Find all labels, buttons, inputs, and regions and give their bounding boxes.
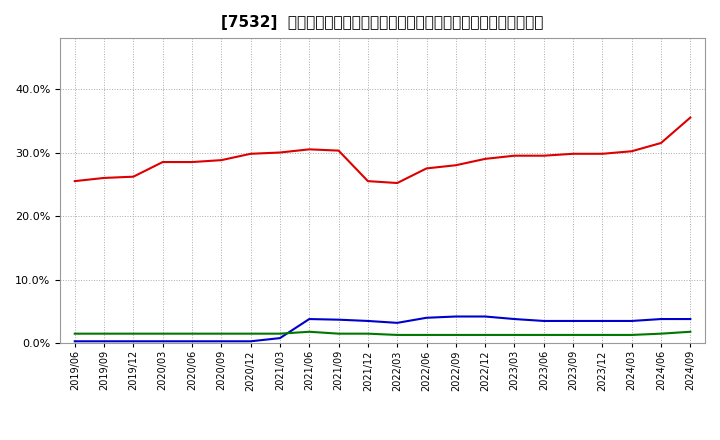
繰延税金資産 [129,331,138,336]
繰延税金資産 [657,331,665,336]
繰延税金資産 [393,332,402,337]
繰延税金資産 [217,331,225,336]
自己資本 [539,153,548,158]
のれん [129,339,138,344]
自己資本 [129,174,138,180]
繰延税金資産 [276,331,284,336]
繰延税金資産 [598,332,607,337]
Title: [7532]  自己資本、のれん、繰延税金資産の総資産に対する比率の推移: [7532] 自己資本、のれん、繰延税金資産の総資産に対する比率の推移 [221,15,544,30]
繰延税金資産 [334,331,343,336]
自己資本 [481,156,490,161]
のれん [188,339,197,344]
自己資本 [422,166,431,171]
自己資本 [510,153,519,158]
のれん [598,318,607,323]
のれん [569,318,577,323]
自己資本 [657,140,665,146]
繰延税金資産 [451,332,460,337]
繰延税金資産 [71,331,79,336]
Line: 自己資本: 自己資本 [75,117,690,183]
のれん [334,317,343,323]
Line: 繰延税金資産: 繰延税金資産 [75,332,690,335]
のれん [393,320,402,326]
のれん [686,316,695,322]
のれん [481,314,490,319]
自己資本 [598,151,607,157]
自己資本 [246,151,255,157]
のれん [451,314,460,319]
繰延税金資産 [627,332,636,337]
繰延税金資産 [510,332,519,337]
のれん [510,316,519,322]
のれん [71,339,79,344]
繰延税金資産 [422,332,431,337]
のれん [422,315,431,320]
繰延税金資産 [158,331,167,336]
のれん [305,316,314,322]
繰延税金資産 [305,329,314,334]
のれん [276,335,284,341]
のれん [364,318,372,323]
自己資本 [158,159,167,165]
繰延税金資産 [188,331,197,336]
繰延税金資産 [481,332,490,337]
繰延税金資産 [686,329,695,334]
繰延税金資産 [364,331,372,336]
のれん [627,318,636,323]
自己資本 [71,179,79,184]
自己資本 [451,163,460,168]
繰延税金資産 [246,331,255,336]
自己資本 [627,149,636,154]
自己資本 [569,151,577,157]
のれん [657,316,665,322]
繰延税金資産 [100,331,109,336]
のれん [246,339,255,344]
自己資本 [100,175,109,180]
自己資本 [276,150,284,155]
自己資本 [686,115,695,120]
自己資本 [364,179,372,184]
のれん [158,339,167,344]
のれん [217,339,225,344]
自己資本 [217,158,225,163]
自己資本 [305,147,314,152]
繰延税金資産 [539,332,548,337]
Line: のれん: のれん [75,316,690,341]
のれん [100,339,109,344]
自己資本 [334,148,343,153]
自己資本 [188,159,197,165]
繰延税金資産 [569,332,577,337]
自己資本 [393,180,402,186]
のれん [539,318,548,323]
